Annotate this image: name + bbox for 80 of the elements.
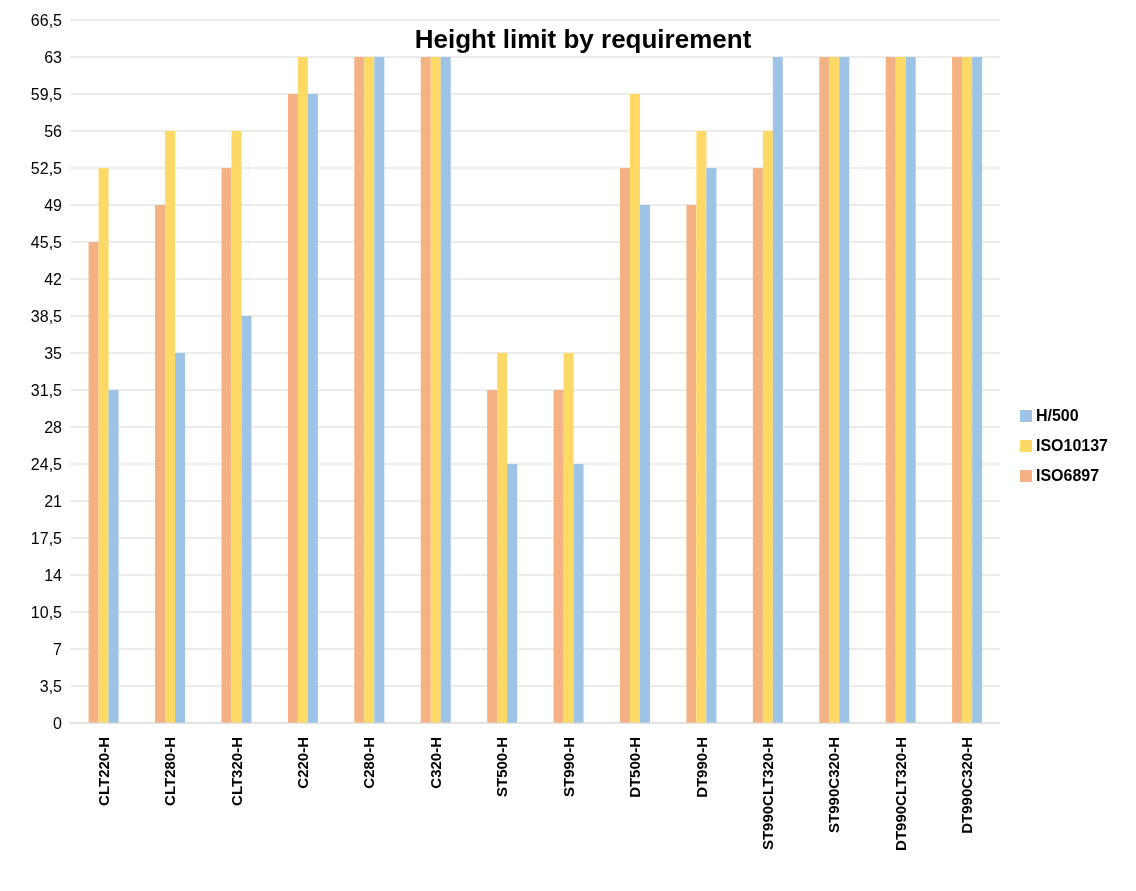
y-tick-label: 63 [44,48,63,66]
y-tick-label: 24,5 [30,455,63,473]
bar [752,168,763,723]
y-tick-label: 52,5 [30,159,63,177]
y-tick-label: 49 [44,196,63,214]
bar [440,57,451,723]
bar [772,57,783,723]
bar [420,57,431,723]
bar [885,57,896,723]
x-tick-label: C220-H [293,737,311,789]
bar [573,464,584,723]
x-tick-label: ST990-H [559,737,577,798]
bar [563,353,574,723]
bar [108,390,119,723]
x-tick-label: ST990CLT320-H [758,737,776,851]
bar [487,390,498,723]
bar [952,57,963,723]
y-tick-label: 21 [44,492,63,510]
bar [88,242,99,723]
bar [287,94,298,723]
bar [905,57,916,723]
bar [165,131,176,723]
bar [241,316,252,723]
x-tick-label: CLT220-H [94,737,112,806]
bar [629,94,640,723]
x-tick-label: CLT280-H [161,737,179,806]
x-tick-label: DT990-H [692,737,710,798]
bar [98,168,109,723]
bar [175,353,186,723]
bar [297,57,308,723]
y-tick-label: 14 [44,566,63,584]
x-tick-label: DT990CLT320-H [891,737,909,851]
bar [374,57,385,723]
bar [354,57,365,723]
bar [497,353,508,723]
x-tick-label: ST990C320-H [825,737,843,833]
legend-label: H/500 [1035,406,1079,424]
x-tick-label: DT990C320-H [958,737,976,834]
bar [972,57,983,723]
bar [221,168,232,723]
bar [895,57,906,723]
bar [819,57,830,723]
bar [706,168,717,723]
y-tick-label: 56 [44,122,63,140]
bar [307,94,318,723]
bar [686,205,697,723]
bar [231,131,242,723]
x-tick-label: C320-H [426,737,444,789]
x-tick-label: DT500-H [626,737,644,798]
bar [364,57,375,723]
y-tick-label: 0 [53,714,63,732]
bar [553,390,564,723]
y-tick-label: 28 [44,418,63,436]
chart-title: Height limit by requirement [410,24,756,54]
y-tick-label: 3,5 [39,677,63,695]
x-tick-label: CLT320-H [227,737,245,806]
bar [839,57,850,723]
y-tick-label: 7 [53,640,63,658]
bar [507,464,518,723]
y-tick-label: 38,5 [30,307,63,325]
bar [155,205,166,723]
y-tick-label: 42 [44,270,63,288]
bar [430,57,441,723]
y-tick-label: 35 [44,344,63,362]
y-tick-label: 45,5 [30,233,63,251]
bar [829,57,840,723]
y-tick-label: 10,5 [30,603,63,621]
x-tick-label: C280-H [360,737,378,789]
bar [639,205,650,723]
bar [696,131,707,723]
bar [962,57,973,723]
bar [619,168,630,723]
y-tick-label: 31,5 [30,381,63,399]
legend-label: ISO10137 [1035,436,1108,454]
legend-label: ISO6897 [1035,466,1100,484]
bar [762,131,773,723]
y-tick-label: 66,5 [30,11,63,29]
y-tick-label: 59,5 [30,85,63,103]
x-tick-label: ST500-H [493,737,511,798]
y-tick-label: 17,5 [30,529,63,547]
